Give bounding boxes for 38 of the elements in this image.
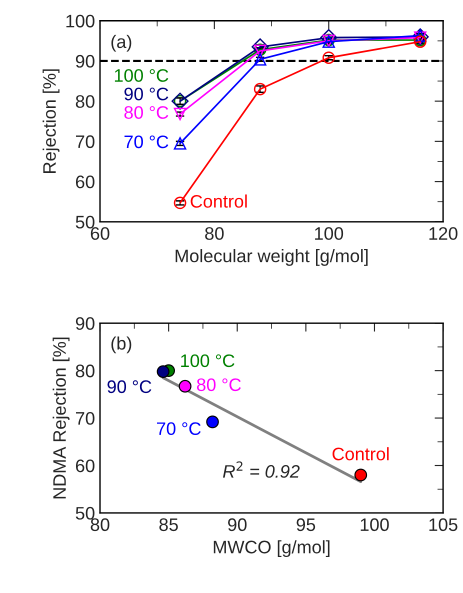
- x-tick-label: 80: [205, 227, 224, 240]
- y-tick-label: 80: [76, 95, 94, 108]
- y-tick-label: 100: [66, 14, 94, 28]
- x-tick-label: 120: [429, 227, 458, 240]
- x-tick-label: 60: [90, 227, 110, 240]
- x-tick-label: 85: [159, 518, 178, 532]
- y-tick-label: 60: [76, 459, 94, 472]
- y-tick-label: 70: [76, 135, 94, 148]
- x-tick-label: 80: [90, 518, 110, 532]
- y-tick-label: 90: [76, 317, 94, 330]
- series-label: Control: [190, 194, 247, 208]
- series-label: 90 °C: [108, 380, 152, 394]
- series-label: 100 °C: [181, 354, 234, 368]
- series-label: 70 °C: [156, 422, 201, 436]
- x-tick-label: 95: [296, 518, 316, 532]
- y-axis-title: NDMA Rejection [%]: [52, 338, 70, 498]
- y-tick-label: 80: [76, 364, 94, 378]
- annotation: (b): [111, 336, 132, 354]
- x-tick-label: 105: [429, 518, 458, 532]
- series-label: 100 °C: [114, 69, 168, 82]
- series-label: 90 °C: [124, 88, 168, 100]
- x-tick-label: 90: [228, 518, 247, 532]
- y-tick-label: 60: [76, 176, 94, 188]
- series-label: 80 °C: [124, 106, 168, 119]
- x-tick-label: 100: [360, 518, 389, 532]
- series-label: 80 °C: [196, 378, 241, 392]
- y-tick-label: 90: [76, 54, 94, 68]
- series-label: Control: [332, 447, 389, 460]
- y-tick-label: 70: [76, 412, 94, 425]
- series-label: 70 °C: [124, 135, 168, 148]
- x-tick-label: 100: [315, 227, 344, 240]
- y-tick-label: 50: [76, 506, 94, 520]
- x-axis-title: MWCO [g/mol]: [214, 540, 330, 558]
- y-tick-label: 50: [76, 216, 94, 228]
- y-axis-title: Rejection [%]: [42, 69, 60, 173]
- x-axis-title: Molecular weight [g/mol]: [176, 249, 368, 266]
- annotation: (a): [111, 34, 132, 52]
- annotation: R$^{2}$ = 0.92: [222, 461, 300, 478]
